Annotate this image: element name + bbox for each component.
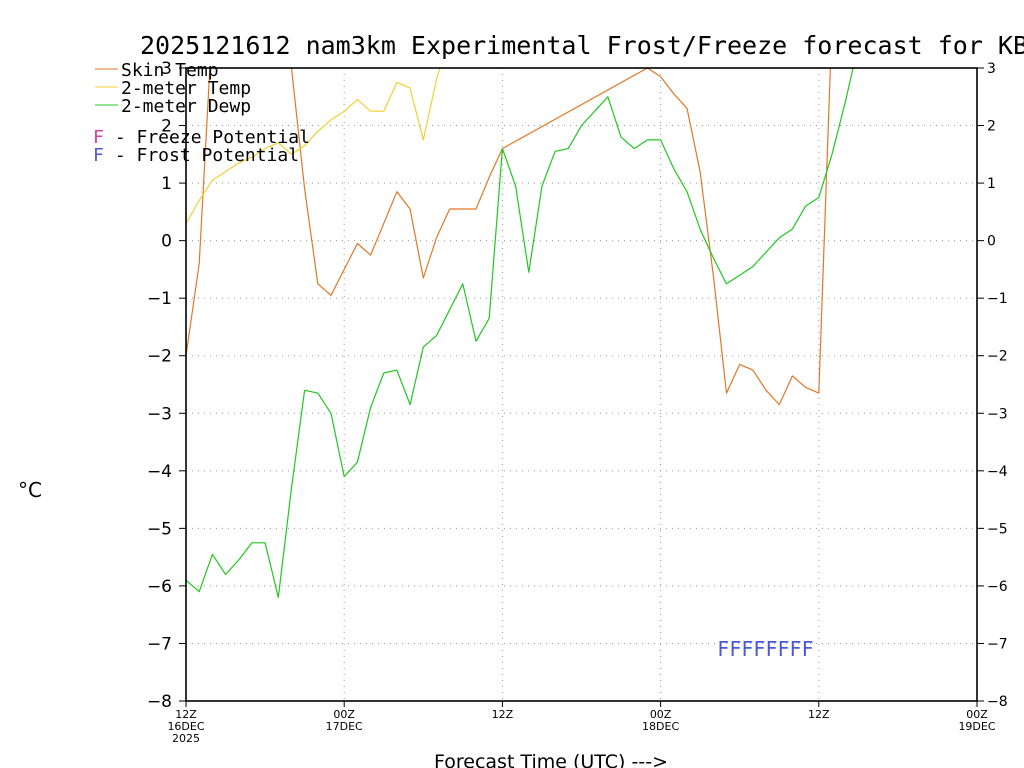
y-tick-label-right: −1 — [987, 291, 1008, 307]
x-tick-label: 12Z — [492, 708, 514, 721]
legend-label-skin-temp: Skin Temp — [121, 60, 219, 81]
y-tick-label-left: −5 — [147, 519, 172, 539]
series-line-2-meter-dewp — [186, 68, 854, 599]
legend-frost-potential: F - Frost Potential — [93, 145, 299, 166]
x-tick-label: 12Z — [808, 708, 830, 721]
x-tick-label: 00Z — [966, 708, 988, 721]
y-tick-label-right: 3 — [987, 61, 996, 77]
y-tick-label-right: −6 — [987, 579, 1008, 595]
series-line-skin-temp — [186, 68, 831, 406]
y-tick-label-left: −1 — [147, 289, 172, 309]
x-tick-label: 12Z — [175, 708, 197, 721]
frost-potential-label: - Frost Potential — [104, 145, 299, 166]
y-tick-label-left: 1 — [161, 174, 172, 194]
annotation-layer: FFFFFFFF — [717, 637, 813, 661]
y-tick-label-right: −8 — [987, 694, 1008, 710]
y-tick-label-left: −2 — [147, 347, 172, 367]
y-tick-label-right: 2 — [987, 119, 996, 135]
y-tick-label-left: −3 — [147, 404, 172, 424]
legend-label-2m-dewp: 2-meter Dewp — [121, 96, 251, 117]
plot-frame — [185, 67, 978, 702]
freeze-potential-letter: F — [93, 127, 104, 148]
chart-title: 2025121612 nam3km Experimental Frost/Fre… — [140, 31, 1024, 60]
y-tick-label-right: −4 — [987, 464, 1008, 480]
y-tick-label-right: −7 — [987, 636, 1008, 652]
y-tick-label-right: −3 — [987, 406, 1008, 422]
y-tick-label-left: 0 — [161, 232, 172, 252]
x-axis-label: Forecast Time (UTC) ---> — [434, 751, 668, 768]
legend: Skin Temp 2-meter Temp 2-meter Dewp F - … — [93, 60, 310, 166]
x-tick-label: 00Z — [333, 708, 355, 721]
y-tick-label-right: −2 — [987, 349, 1008, 365]
x-tick-label: 18DEC — [642, 720, 679, 733]
freeze-potential-label: - Freeze Potential — [104, 127, 310, 148]
y-tick-label-right: 1 — [987, 176, 996, 192]
y-tick-label-right: 0 — [987, 234, 996, 250]
x-tick-label: 17DEC — [326, 720, 363, 733]
x-tick-label: 16DEC — [167, 720, 204, 733]
y-tick-label-left: −6 — [147, 577, 172, 597]
legend-item-2m-dewp: 2-meter Dewp — [95, 96, 251, 117]
grid-layer — [186, 68, 977, 701]
y-axis-label: °C — [18, 478, 42, 502]
series-line-2-meter-temp — [186, 68, 441, 224]
legend-item-skin-temp: Skin Temp — [95, 60, 219, 81]
y-tick-label-right: −5 — [987, 521, 1008, 537]
y-tick-label-left: −7 — [147, 634, 172, 654]
y-tick-label-left: 3 — [161, 59, 172, 79]
frost-potential-markers: FFFFFFFF — [717, 637, 813, 661]
series-layer — [186, 68, 854, 599]
y-tick-label-left: 2 — [161, 117, 172, 137]
legend-label-2m-temp: 2-meter Temp — [121, 78, 251, 99]
frost-potential-letter: F — [93, 145, 104, 166]
x-tick-label: 2025 — [172, 732, 200, 745]
y-tick-label-left: −4 — [147, 462, 172, 482]
x-tick-label: 00Z — [650, 708, 672, 721]
legend-item-2m-temp: 2-meter Temp — [95, 78, 251, 99]
legend-freeze-potential: F - Freeze Potential — [93, 127, 310, 148]
y-tick-label-left: −8 — [147, 692, 172, 712]
x-tick-label: 19DEC — [958, 720, 995, 733]
axis-layer: −8 −8 −7 −7 −6 −6 −5 −5 −4 −4 −3 −3 −2 −2 −1 −1 0 0 1 1 2 2 3 3… — [147, 59, 1008, 745]
